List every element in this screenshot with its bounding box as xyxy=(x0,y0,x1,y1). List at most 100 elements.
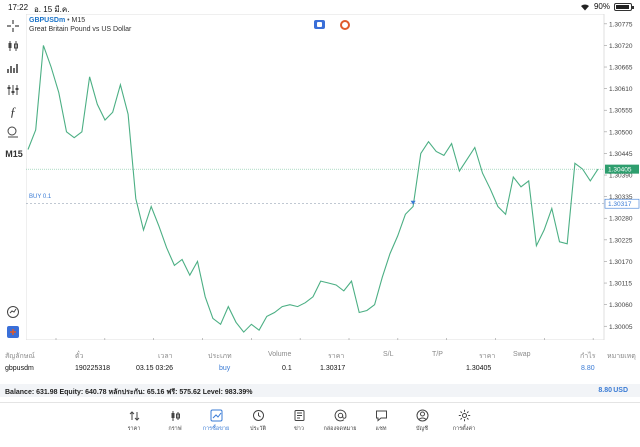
chart-separator: • xyxy=(67,17,70,24)
status-time: 17:22 xyxy=(8,3,29,12)
nav-label: บัญชี xyxy=(416,426,428,432)
nav-item-trade[interactable]: การซื้อขาย xyxy=(196,409,236,433)
settings-icon xyxy=(458,409,470,422)
cell-ticket: 190225318 xyxy=(75,365,111,372)
nav-label: การซื้อขาย xyxy=(202,426,230,432)
chart-toolbar: ƒ M15 xyxy=(0,14,26,340)
one-click-trading-icon[interactable] xyxy=(5,324,21,340)
y-tick-label: 1.30115 xyxy=(609,281,632,288)
candlestick-icon[interactable] xyxy=(5,38,21,54)
indicators-icon[interactable] xyxy=(5,60,21,76)
nav-label: ข่าว xyxy=(294,426,304,432)
y-tick-label: 1.30555 xyxy=(609,108,633,115)
y-tick-label: 1.30500 xyxy=(609,129,633,136)
y-tick-label: 1.30005 xyxy=(609,324,633,331)
positions-table: สัญลักษณ์ ตั๋ว เวลา ประเภท Volume ราคา S/L T/P ร… xyxy=(0,348,640,376)
balance-bar: Balance: 631.98 Equity: 640.78 หลักประกั… xyxy=(0,384,640,397)
nav-label: กล่องจดหมาย xyxy=(323,426,357,432)
nav-item-settings[interactable]: การตั้งค่า xyxy=(444,409,484,433)
column-header[interactable]: หมายเหตุ xyxy=(607,353,636,360)
chart-header: GBPUSDm • M15 Great Britain Pound vs US … xyxy=(29,16,131,34)
nav-label: กราฟ xyxy=(168,426,182,432)
column-header[interactable]: Swap xyxy=(513,351,531,358)
bottom-navigation: ราคา กราฟ การซื้อขาย ประวัติ ข่าว กล่องจดหมาย… xyxy=(0,402,640,447)
column-header[interactable]: ราคา xyxy=(328,353,345,360)
column-header[interactable]: สัญลักษณ์ xyxy=(5,353,35,360)
cell-open-price: 1.30317 xyxy=(320,365,346,372)
y-tick-label: 1.30280 xyxy=(609,216,633,223)
chart-symbol: GBPUSDm xyxy=(29,17,66,24)
nav-label: ราคา xyxy=(127,426,141,432)
status-date: อ. 15 มี.ค. xyxy=(34,5,70,14)
balance-profit: 8.80 xyxy=(598,387,612,394)
y-tick-label: 1.30170 xyxy=(609,259,633,266)
buy-entry-marker-icon xyxy=(410,200,416,205)
zoom-search-icon[interactable] xyxy=(5,304,21,320)
column-header[interactable]: T/P xyxy=(432,351,443,358)
trade-icon xyxy=(210,409,222,422)
balance-currency: USD xyxy=(613,387,628,394)
nav-label: แชท xyxy=(375,426,387,432)
function-icon[interactable]: ƒ xyxy=(9,104,17,119)
y-tick-label: 1.30060 xyxy=(609,302,633,309)
nav-item-news[interactable]: ข่าว xyxy=(279,409,319,433)
nav-label: การตั้งค่า xyxy=(452,426,476,432)
y-tick-label: 1.30775 xyxy=(609,21,633,28)
nav-item-chart[interactable]: กราฟ xyxy=(155,409,195,433)
open-price-tag xyxy=(604,198,640,209)
status-bar: 17:22 อ. 15 มี.ค. 90% xyxy=(0,0,640,14)
chart-icon xyxy=(171,411,180,421)
position-label: BUY 0.1 xyxy=(29,194,52,200)
chart-description: Great Britain Pound vs US Dollar xyxy=(29,26,132,33)
chat-icon xyxy=(375,410,387,422)
y-tick-label: 1.30390 xyxy=(609,173,633,180)
cell-volume: 0.1 xyxy=(282,365,292,372)
nav-label: ประวัติ xyxy=(249,426,267,432)
column-header[interactable]: Volume xyxy=(268,351,292,358)
price-chart[interactable]: GBPUSDm • M15 Great Britain Pound vs US … xyxy=(26,14,640,340)
column-header[interactable]: ราคา xyxy=(479,353,496,360)
mailbox-icon xyxy=(334,409,346,422)
nav-item-chat[interactable]: แชท xyxy=(361,409,401,433)
plot-frame xyxy=(26,14,605,340)
bid-price-label: 1.30405 xyxy=(608,167,632,174)
column-header[interactable]: กำไร xyxy=(580,353,596,360)
nav-item-quotes[interactable]: ราคา xyxy=(114,409,154,433)
y-tick-label: 1.30610 xyxy=(609,86,633,93)
wifi-icon xyxy=(580,3,589,11)
signal-icon[interactable] xyxy=(340,20,350,30)
settings-sliders-icon[interactable] xyxy=(5,82,21,98)
trade-panel-icon[interactable] xyxy=(314,20,325,29)
y-tick-label: 1.30225 xyxy=(609,237,633,244)
battery-icon xyxy=(614,2,634,11)
nav-item-account[interactable]: บัญชี xyxy=(402,409,442,433)
chart-timeframe: M15 xyxy=(71,17,86,24)
cell-symbol: gbpusdm xyxy=(5,365,34,372)
cell-type: buy xyxy=(219,365,231,372)
balance-text: Balance: 631.98 Equity: 640.78 หลักประกั… xyxy=(5,389,253,396)
nav-item-mailbox[interactable]: กล่องจดหมาย xyxy=(320,409,360,433)
crosshair-icon[interactable] xyxy=(5,18,21,34)
news-icon xyxy=(294,410,304,421)
column-header[interactable]: ตั๋ว xyxy=(75,353,84,360)
bid-price-tag xyxy=(605,164,639,174)
battery-percent: 90% xyxy=(593,2,610,11)
cell-time: 03.15 03:26 xyxy=(136,365,173,372)
column-header[interactable]: เวลา xyxy=(158,353,173,360)
cell-price: 1.30405 xyxy=(466,365,492,372)
positions-header: สัญลักษณ์ ตั๋ว เวลา ประเภท Volume ราคา S/L T/P ร… xyxy=(0,348,640,362)
chart-plot: 1.30775 1.30720 1.30665 1.30610 1.30555 1.305… xyxy=(26,14,640,340)
cell-profit: 8.80 xyxy=(581,365,595,372)
y-tick-label: 1.30445 xyxy=(609,151,633,158)
y-tick-label: 1.30335 xyxy=(609,194,633,201)
objects-icon[interactable] xyxy=(5,124,21,140)
open-price-label: 1.30317 xyxy=(608,201,632,208)
history-icon xyxy=(252,410,264,421)
timeframe-button[interactable]: M15 xyxy=(5,149,23,159)
nav-item-history[interactable]: ประวัติ xyxy=(238,409,278,433)
table-row[interactable]: gbpusdm 190225318 03.15 03:26 buy 0.1 1.… xyxy=(0,362,640,376)
y-tick-label: 1.30720 xyxy=(609,43,633,50)
column-header[interactable]: ประเภท xyxy=(208,353,232,360)
quotes-icon xyxy=(129,411,139,421)
column-header[interactable]: S/L xyxy=(383,351,394,358)
